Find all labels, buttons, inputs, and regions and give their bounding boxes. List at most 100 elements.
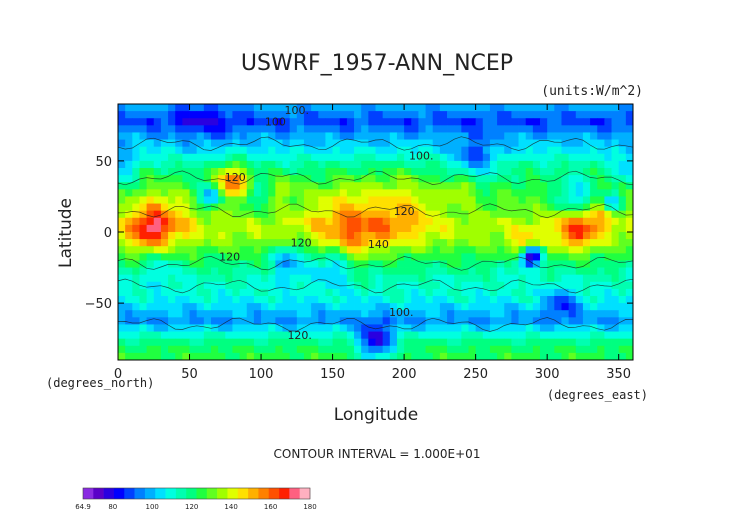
heat-cell (189, 125, 198, 133)
heat-cell (175, 104, 183, 112)
heat-cell (540, 253, 548, 261)
heat-cell (518, 175, 527, 183)
heat-cell (339, 111, 348, 119)
heat-cell (175, 203, 183, 212)
heat-cell (246, 111, 255, 119)
heat-cell (389, 274, 398, 283)
heat-cell (389, 104, 398, 112)
heat-cell (139, 239, 148, 247)
heat-cell (132, 203, 140, 212)
heat-cell (196, 352, 205, 361)
heat-cell (454, 260, 462, 268)
heat-cell (182, 104, 190, 112)
colorbar-swatch (279, 488, 290, 499)
heat-cell (275, 345, 283, 354)
heat-cell (618, 217, 627, 226)
heat-cell (303, 232, 312, 240)
heat-cell (132, 352, 140, 361)
heat-cell (461, 303, 469, 311)
heat-cell (525, 232, 534, 240)
heat-cell (303, 203, 312, 212)
heat-cell (368, 253, 376, 261)
heat-cell (482, 132, 491, 140)
heat-cell (482, 253, 491, 261)
heat-cell (597, 352, 605, 361)
heat-cell (461, 296, 469, 304)
heat-cell (411, 310, 419, 318)
heat-cell (425, 331, 434, 340)
heat-cell (439, 146, 448, 155)
heat-cell (454, 139, 462, 148)
heat-cell (447, 281, 455, 290)
heat-cell (218, 125, 226, 133)
heat-cell (175, 175, 183, 183)
heat-cell (382, 118, 391, 126)
heat-cell (153, 196, 162, 204)
heat-cell (118, 182, 126, 190)
heat-cell (382, 239, 391, 247)
heat-cell (346, 146, 355, 155)
heat-cell (253, 260, 262, 268)
heat-cell (354, 104, 362, 112)
heat-cell (590, 232, 598, 240)
heat-cell (368, 153, 376, 162)
heat-cell (146, 246, 155, 254)
heat-cell (339, 317, 348, 325)
heat-cell (382, 125, 391, 133)
heat-cell (396, 345, 405, 354)
heat-cell (511, 345, 519, 354)
heat-cell (210, 168, 219, 176)
heat-cell (361, 281, 369, 290)
heat-cell (218, 232, 226, 240)
heat-cell (618, 288, 627, 297)
heat-cell (354, 331, 362, 340)
colorbar-labels: 64.9 80 100 120 140 160 180 (75, 503, 316, 511)
heat-cell (418, 118, 426, 126)
heat-cell (439, 345, 448, 354)
heat-cell (296, 303, 305, 311)
heat-cell (461, 246, 469, 254)
heat-cell (168, 139, 176, 148)
heat-cell (468, 217, 477, 226)
heat-cell (432, 281, 441, 290)
heat-cell (547, 146, 555, 155)
heat-cell (432, 189, 441, 197)
heat-cell (325, 217, 333, 226)
heat-cell (125, 317, 133, 325)
heat-cell (554, 310, 562, 318)
heat-cell (268, 132, 276, 140)
heat-cell (504, 267, 512, 276)
heat-cell (239, 267, 248, 276)
heat-cell (139, 146, 148, 155)
heat-cell (418, 232, 426, 240)
heat-cell (253, 175, 262, 183)
heat-cell (497, 153, 505, 162)
heat-cell (611, 196, 620, 204)
heat-cell (282, 217, 291, 226)
heat-cell (361, 239, 369, 247)
heat-cell (425, 232, 434, 240)
heat-cell (554, 189, 562, 197)
heat-cell (246, 139, 255, 148)
heat-cell (404, 331, 412, 340)
heat-cell (489, 260, 498, 268)
heat-cell (447, 210, 455, 219)
heat-cell (232, 168, 240, 176)
heat-cell (511, 281, 519, 290)
heat-cell (590, 224, 598, 233)
heat-cell (425, 182, 434, 190)
heat-cell (346, 189, 355, 197)
heat-cell (447, 296, 455, 304)
heat-cell (368, 352, 376, 361)
heat-cell (525, 274, 534, 283)
heat-cell (118, 203, 126, 212)
heat-cell (540, 352, 548, 361)
heat-cell (625, 267, 634, 276)
heat-cell (232, 104, 240, 112)
heat-cell (497, 296, 505, 304)
heat-cell (561, 118, 570, 126)
heat-cell (461, 224, 469, 233)
heat-cell (160, 203, 169, 212)
heat-cell (325, 175, 333, 183)
heat-cell (425, 132, 434, 140)
